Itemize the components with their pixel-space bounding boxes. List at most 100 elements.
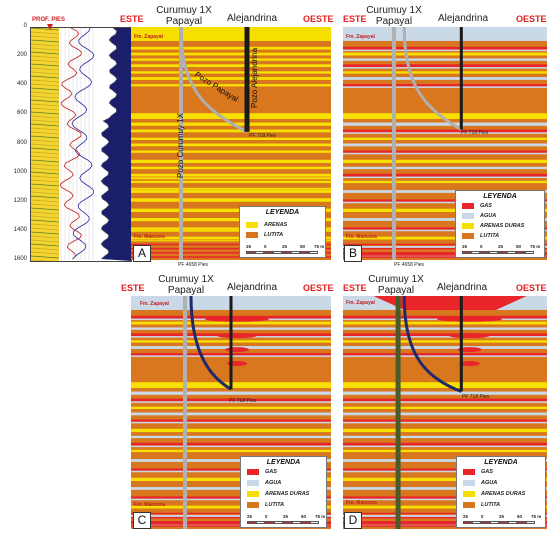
fm-zapayal-c: Fm. Zapayal (140, 301, 169, 307)
depth-tick-label: 1000 (13, 168, 27, 175)
legend-title: LEYENDA (483, 193, 517, 200)
fm-mancora-c: Fm. Mancora (134, 502, 165, 508)
scale-segment (273, 251, 282, 254)
panel-tag-a: A (133, 245, 151, 262)
well-log-strip (30, 27, 132, 262)
well1-title-b: Curumuy 1X Papayal (366, 5, 422, 27)
scale-tick-label: 75 m (314, 244, 325, 249)
scale-segment (301, 521, 310, 524)
depth-tick-label: 0 (23, 23, 27, 29)
scale-tick-label: 0 (264, 244, 267, 249)
scale-bar-graphic (247, 521, 319, 524)
fm-mancora-d: Fm. Mancora (346, 500, 377, 506)
strata-c (131, 296, 331, 529)
scale-tick-label: 50 (516, 244, 522, 249)
scale-tick-label: 25 (282, 244, 288, 249)
scale-segment (481, 521, 490, 524)
scale-segment (310, 521, 319, 524)
well2-title-d: Alejandrina (436, 282, 488, 293)
legend-item: LUTITA (265, 502, 285, 508)
legend-item: GAS (265, 469, 277, 475)
legend-swatch-arenas (462, 223, 474, 229)
scale-segment (274, 521, 283, 524)
scale-segment (471, 251, 480, 254)
panel-tag-b: B (344, 245, 362, 262)
legend-d: LEYENDA GAS AGUA ARENAS DURAS LUTITA 25 0… (456, 456, 546, 528)
scale-segment (282, 251, 291, 254)
legend-item: ARENAS DURAS (480, 223, 525, 229)
scale-segment (265, 521, 274, 524)
legend-item: AGUA (481, 480, 498, 486)
scale-tick-label: 0 (265, 514, 268, 519)
legend-b: LEYENDA GAS AGUA ARENAS DURAS LUTITA 25 0… (455, 190, 545, 258)
legend-c: LEYENDA GAS AGUA ARENAS DURAS LUTITA 25 0… (240, 456, 327, 528)
legend-title: LEYENDA (265, 209, 300, 216)
legend-item: LUTITA (480, 233, 500, 239)
prof-pies-label: PROF. PIES (32, 17, 66, 23)
depth-tick-label: 600 (16, 110, 27, 117)
oeste-label-c: OESTE (303, 283, 334, 293)
panel-tag-c: C (133, 512, 151, 529)
scale-segment (499, 521, 508, 524)
fm-zapayal-d: Fm. Zapayal (346, 300, 375, 306)
scale-segment (516, 251, 525, 254)
strata-a (131, 27, 331, 260)
legend-item: AGUA (480, 213, 497, 219)
oeste-label-d: OESTE (516, 283, 547, 293)
scale-segment (525, 251, 534, 254)
well1-title-a: Curumuy 1X Papayal (156, 5, 212, 27)
scale-tick-label: 50 (301, 514, 307, 519)
scale-segment (508, 521, 517, 524)
legend-item: GAS (480, 203, 492, 209)
legend-swatch-arenas (246, 222, 258, 228)
legend-title: LEYENDA (484, 459, 518, 466)
pf-long-a: PF 4658 Pies (178, 262, 209, 268)
section-panel-b (343, 27, 547, 260)
legend-swatch-agua (247, 480, 259, 486)
legend-item: LUTITA (264, 232, 284, 238)
scale-tick-label: 25 (499, 514, 505, 519)
oeste-label-a: OESTE (303, 14, 334, 24)
fm-zapayal-a: Fm. Zapayal (134, 34, 163, 40)
scale-tick-label: 75 m (530, 244, 541, 249)
scale-segment (507, 251, 516, 254)
pf-short-a: PF 718 Pies (249, 133, 277, 139)
depth-tick-label: 400 (16, 81, 27, 88)
section-panel-c (131, 296, 331, 529)
este-label-c: ESTE (121, 283, 145, 293)
scale-bar-graphic (246, 251, 318, 254)
legend-swatch-arenas (463, 491, 475, 497)
legend-item: ARENAS DURAS (481, 491, 526, 497)
scale-tick-label: 25 (247, 514, 253, 519)
scale-segment (489, 251, 498, 254)
legend-swatch-lutita (462, 233, 474, 239)
scale-segment (256, 521, 265, 524)
este-label-b: ESTE (343, 14, 367, 24)
legend-item: LUTITA (481, 502, 501, 508)
scale-segment (462, 251, 471, 254)
well2-title-a: Alejandrina (226, 13, 278, 24)
fm-mancora-b: Fm. Mancora (346, 234, 377, 240)
pozo-curumuy-label: Pozo Curumuy 1X (176, 113, 185, 178)
well2-title-c: Alejandrina (226, 282, 278, 293)
section-panel-a (131, 27, 331, 260)
fm-zapayal-b: Fm. Zapayal (346, 34, 375, 40)
scale-segment (291, 251, 300, 254)
depth-tick-label: 1200 (13, 197, 27, 204)
pf-short-b: PF 718 Pies (461, 130, 489, 136)
well2-title-b: Alejandrina (437, 13, 489, 24)
legend-item: ARENAS DURAS (265, 491, 310, 497)
scale-segment (247, 521, 256, 524)
scale-tick-label: 75 m (315, 514, 326, 519)
scale-segment (480, 251, 489, 254)
scale-segment (283, 521, 292, 524)
prof-arrow-icon (47, 24, 53, 30)
este-label-d: ESTE (343, 283, 367, 293)
depth-tick-label: 800 (16, 139, 27, 146)
scale-tick-label: 50 (300, 244, 306, 249)
legend-swatch-arenas (247, 491, 259, 497)
scale-segment (255, 251, 264, 254)
legend-swatch-gas (462, 203, 474, 209)
scale-tick-label: 25 (283, 514, 289, 519)
depth-tick-label: 200 (16, 52, 27, 59)
